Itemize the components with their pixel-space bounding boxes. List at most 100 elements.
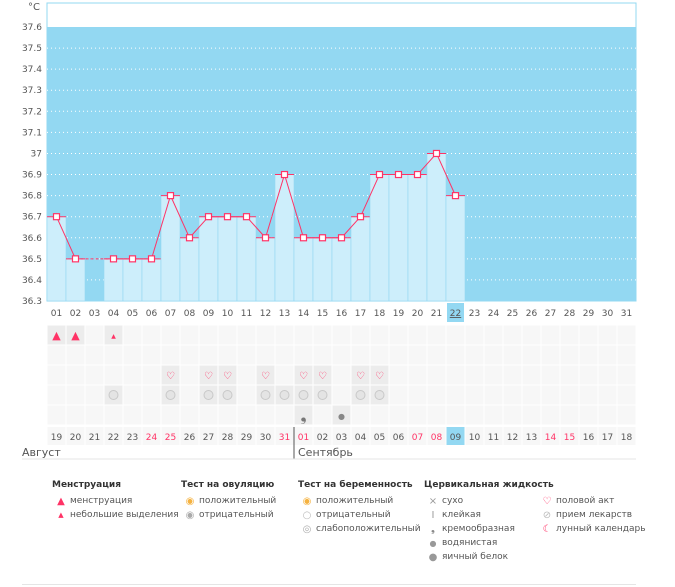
dry-icon: × <box>428 495 438 507</box>
day-cell <box>389 325 408 345</box>
watery-icon: ● <box>338 412 345 421</box>
day-cell <box>408 385 427 405</box>
y-tick-label: 37.6 <box>22 23 42 33</box>
legend-ovulation: Тест на овуляцию ◉ положительный ◉ отрицат… <box>181 480 276 522</box>
date-label: 23 <box>127 433 138 443</box>
day-cell <box>427 345 446 365</box>
date-cell <box>66 427 85 445</box>
day-cell <box>47 405 66 425</box>
legend-item: сухо <box>442 496 464 506</box>
date-label: 14 <box>545 433 557 443</box>
spotting-icon: ▲ <box>58 511 64 519</box>
moon-icon: ☾ <box>542 523 552 535</box>
date-cell <box>218 427 237 445</box>
legend-item: клейкая <box>442 510 481 520</box>
cycle-day-label: 31 <box>621 309 632 319</box>
legend-item: слабоположительный <box>316 524 421 534</box>
date-label: 06 <box>393 433 405 443</box>
date-cell <box>560 427 579 445</box>
date-cell <box>408 427 427 445</box>
day-cell <box>47 385 66 405</box>
cycle-day-label: 17 <box>355 309 366 319</box>
day-cell <box>313 325 332 345</box>
temperature-bar <box>46 216 67 302</box>
legend-item: лунный календарь <box>556 524 646 534</box>
cycle-day-label: 10 <box>222 309 234 319</box>
cycle-day-label: 28 <box>564 309 576 319</box>
heart-icon: ♡ <box>261 371 270 382</box>
day-cell <box>294 405 313 425</box>
day-cell <box>465 405 484 425</box>
day-cell <box>465 345 484 365</box>
day-cell <box>503 325 522 345</box>
day-cell <box>579 345 598 365</box>
temperature-point <box>451 192 460 200</box>
day-cell <box>370 345 389 365</box>
day-cell <box>161 405 180 425</box>
temperature-point <box>166 192 175 200</box>
day-cell <box>503 385 522 405</box>
day-cell <box>617 325 636 345</box>
day-cell <box>617 405 636 425</box>
date-cell <box>123 427 142 445</box>
date-label: 29 <box>241 433 253 443</box>
legend-item: положительный <box>316 496 394 506</box>
day-cell <box>522 345 541 365</box>
day-cell <box>199 325 218 345</box>
date-cell <box>446 427 465 445</box>
temperature-bar <box>103 258 124 302</box>
temperature-bar <box>274 174 295 302</box>
day-cell <box>522 365 541 385</box>
day-cell <box>408 365 427 385</box>
day-cell <box>332 405 351 425</box>
date-cell <box>389 427 408 445</box>
day-cell <box>351 365 370 385</box>
temperature-point <box>261 234 270 242</box>
sticky-icon: I <box>431 509 435 521</box>
date-label: 08 <box>431 433 443 443</box>
cycle-day-label: 09 <box>203 309 215 319</box>
day-cell <box>294 365 313 385</box>
date-cell <box>85 427 104 445</box>
y-tick-label: 37.3 <box>22 86 42 96</box>
spotting-icon: ▲ <box>111 333 116 340</box>
heart-icon: ♡ <box>166 371 175 382</box>
day-cell <box>180 345 199 365</box>
pill-icon: ⊘ <box>542 509 552 521</box>
legend-item: отрицательный <box>199 510 274 520</box>
day-cell <box>199 365 218 385</box>
day-cell <box>370 405 389 425</box>
day-cell <box>123 345 142 365</box>
legend-other: ♡ половой акт ⊘ прием лекарств ☾ лунный кал… <box>538 494 646 536</box>
day-cell <box>104 405 123 425</box>
day-cell <box>66 365 85 385</box>
date-label: 26 <box>184 433 196 443</box>
date-cell <box>598 427 617 445</box>
day-cell <box>218 345 237 365</box>
day-cell <box>541 345 560 365</box>
day-cell <box>617 365 636 385</box>
menstruation-icon: ▲ <box>57 495 65 507</box>
temperature-point <box>109 255 118 263</box>
day-cell <box>256 345 275 365</box>
temperature-point <box>223 213 232 221</box>
cycle-day-label: 24 <box>488 309 500 319</box>
date-label: 19 <box>51 433 63 443</box>
temperature-point <box>432 149 441 158</box>
date-label: 03 <box>336 433 347 443</box>
temperature-point <box>337 234 346 242</box>
watery-icon: ● <box>429 538 437 548</box>
day-cell <box>256 325 275 345</box>
temperature-bar <box>293 237 314 302</box>
y-tick-label: 36.3 <box>22 297 42 307</box>
day-cell <box>389 365 408 385</box>
y-tick-label: 37.5 <box>22 44 42 54</box>
day-cell <box>579 385 598 405</box>
date-label: 02 <box>317 433 328 443</box>
date-cell <box>161 427 180 445</box>
pill-icon <box>279 390 290 400</box>
day-cell <box>180 325 199 345</box>
date-cell <box>294 427 313 445</box>
day-cell <box>123 325 142 345</box>
